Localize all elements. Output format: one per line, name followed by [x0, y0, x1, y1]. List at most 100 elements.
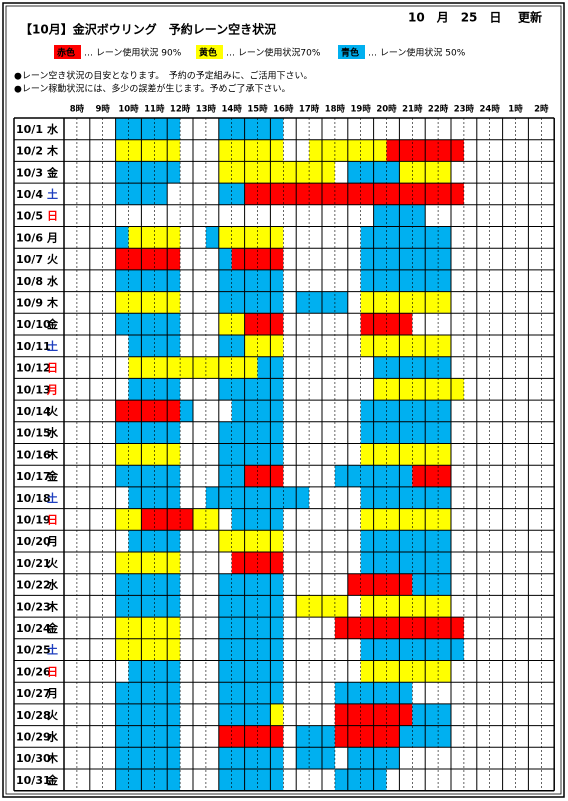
hour-label: 16時 — [273, 104, 294, 115]
weekday: 火 — [47, 557, 59, 570]
date: 10/8 — [16, 275, 43, 288]
slot — [218, 118, 284, 140]
slot — [115, 161, 181, 184]
weekday: 火 — [47, 709, 59, 722]
weekday: 日 — [47, 210, 58, 223]
hour-label: 15時 — [247, 104, 268, 115]
weekday: 水 — [47, 274, 59, 288]
date: 10/31 — [16, 774, 51, 787]
slot — [218, 638, 284, 661]
weekday: 木 — [46, 144, 59, 158]
date: 10/29 — [16, 730, 51, 743]
slot — [115, 248, 181, 270]
date: 10/14 — [16, 405, 51, 418]
hour-label: 12時 — [170, 104, 191, 115]
hour-label: 23時 — [454, 104, 475, 115]
slot — [180, 400, 193, 422]
slot — [115, 226, 129, 249]
slot — [115, 552, 181, 574]
hour-label: 18時 — [325, 104, 346, 115]
slot — [115, 118, 181, 140]
date: 10/7 — [16, 253, 43, 266]
weekday: 金 — [46, 317, 59, 331]
slot — [205, 226, 219, 249]
slot — [218, 725, 284, 748]
weekday: 金 — [46, 469, 59, 483]
slot — [218, 421, 284, 444]
slot — [244, 313, 284, 335]
date: 10/6 — [16, 231, 43, 244]
slot — [360, 508, 451, 531]
date: 10/13 — [16, 383, 51, 396]
slot — [360, 660, 451, 683]
date: 10/23 — [16, 600, 51, 613]
date: 10/30 — [16, 752, 51, 765]
slot — [360, 443, 451, 466]
slot — [115, 703, 181, 726]
weekday: 水 — [47, 122, 59, 136]
date: 10/21 — [16, 557, 51, 570]
weekday: 水 — [47, 426, 59, 440]
date: 10/12 — [16, 362, 51, 375]
slot — [360, 400, 451, 422]
slot — [360, 595, 451, 618]
legend-label: 青色 — [341, 47, 359, 59]
weekday: 月 — [46, 687, 58, 700]
slot — [412, 465, 451, 487]
date: 10/16 — [16, 448, 51, 461]
slot — [115, 682, 181, 704]
hour-label: 13時 — [196, 104, 217, 115]
date: 10/20 — [16, 535, 51, 548]
slot — [334, 725, 400, 748]
slot — [373, 378, 464, 401]
slot — [360, 226, 451, 249]
slot — [218, 139, 284, 162]
slot — [218, 595, 284, 618]
slot — [115, 400, 181, 422]
slot — [270, 703, 284, 726]
date: 10/26 — [16, 665, 51, 678]
date: 10/2 — [16, 145, 43, 158]
hour-label: 24時 — [480, 104, 501, 115]
date: 10/24 — [16, 622, 51, 635]
date: 10/15 — [16, 427, 51, 440]
date: 10 月 25 日 — [408, 11, 501, 25]
legend-text: … レーン使用状況70% — [226, 47, 321, 59]
slot — [218, 313, 245, 335]
slot — [244, 183, 464, 205]
slot — [218, 443, 284, 466]
hour-label: 14時 — [222, 104, 243, 115]
hour-label: 1時 — [508, 104, 523, 115]
hour-label: 8時 — [70, 104, 85, 115]
slot — [244, 465, 284, 487]
weekday: 月 — [46, 383, 58, 396]
legend-swatch — [196, 45, 223, 59]
weekday: 金 — [46, 621, 59, 635]
weekday: 火 — [47, 405, 59, 418]
slot — [218, 660, 284, 683]
weekday: 金 — [46, 773, 59, 787]
hour-label: 21時 — [402, 104, 423, 115]
border — [5, 5, 562, 795]
weekday: 木 — [46, 751, 59, 765]
weekday: 水 — [47, 578, 59, 592]
slot — [412, 573, 451, 596]
hour-label: 19時 — [351, 104, 372, 115]
slot — [218, 769, 284, 791]
slot — [360, 530, 451, 552]
weekday: 土 — [47, 339, 58, 353]
legend-swatch — [338, 45, 365, 59]
slot — [218, 291, 284, 314]
slot — [115, 595, 181, 618]
slot — [360, 486, 451, 509]
slot — [218, 335, 245, 357]
hour-label: 17時 — [299, 104, 320, 115]
slot — [360, 421, 451, 444]
weekday: 土 — [47, 643, 58, 657]
weekday: 水 — [47, 729, 59, 743]
slot — [115, 725, 181, 748]
slot — [115, 769, 181, 791]
weekday: 月 — [46, 535, 58, 548]
slot — [115, 573, 181, 596]
